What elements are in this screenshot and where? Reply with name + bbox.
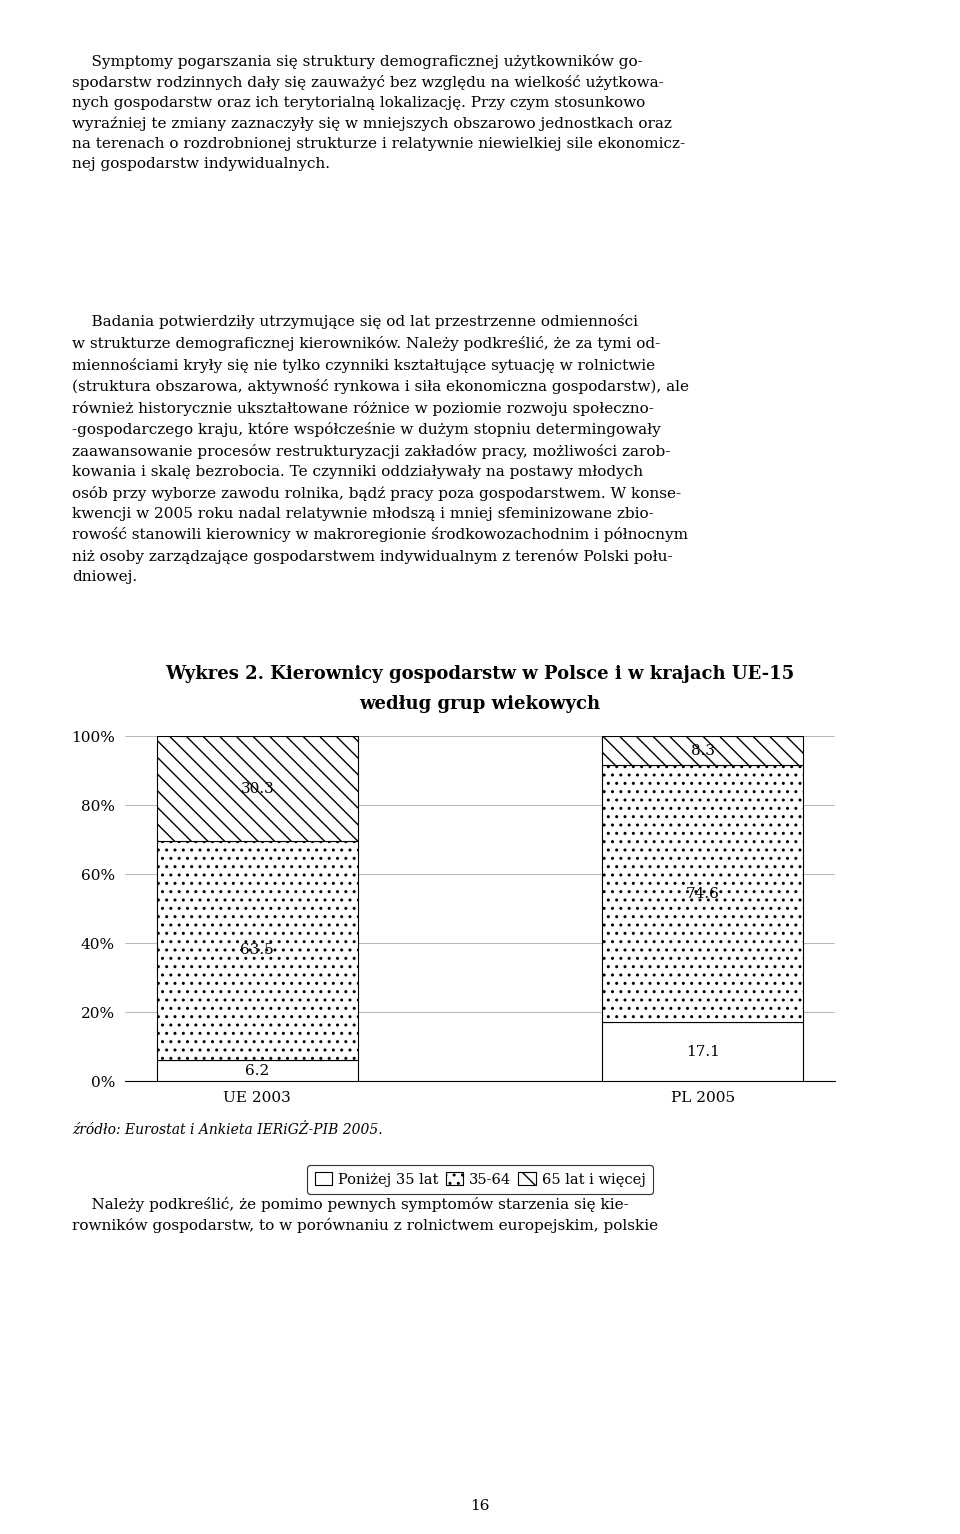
Text: według grup wiekowych: według grup wiekowych	[359, 695, 601, 713]
Text: Należy podkreślić, że pomimo pewnych symptomów starzenia się kie-
rowników gospo: Należy podkreślić, że pomimo pewnych sym…	[72, 1197, 659, 1233]
Bar	[157, 736, 357, 841]
Bar	[603, 765, 803, 1023]
Text: 17.1: 17.1	[685, 1045, 720, 1058]
Text: 63.5: 63.5	[240, 943, 275, 957]
Text: źródło: Eurostat i Ankieta IERiGŻ-PIB 2005.: źródło: Eurostat i Ankieta IERiGŻ-PIB 20…	[72, 1123, 383, 1137]
Text: 74.6: 74.6	[685, 887, 720, 900]
Text: 30.3: 30.3	[240, 782, 275, 796]
Bar	[603, 1023, 803, 1081]
Legend: Poniżej 35 lat, 35-64, 65 lat i więcej: Poniżej 35 lat, 35-64, 65 lat i więcej	[307, 1164, 653, 1193]
Text: 8.3: 8.3	[690, 744, 714, 758]
Text: 6.2: 6.2	[245, 1063, 270, 1078]
Bar	[157, 841, 357, 1060]
Text: Symptomy pogarszania się struktury demograficznej użytkowników go-
spodarstw rod: Symptomy pogarszania się struktury demog…	[72, 54, 685, 172]
Bar	[157, 1060, 357, 1081]
Bar	[603, 736, 803, 765]
Text: Badania potwierdziły utrzymujące się od lat przestrzenne odmienności
w strukturz: Badania potwierdziły utrzymujące się od …	[72, 314, 689, 584]
Text: Wykres 2. Kierownicy gospodarstw w Polsce i w krajach UE-15: Wykres 2. Kierownicy gospodarstw w Polsc…	[165, 664, 795, 683]
Text: 16: 16	[470, 1499, 490, 1514]
